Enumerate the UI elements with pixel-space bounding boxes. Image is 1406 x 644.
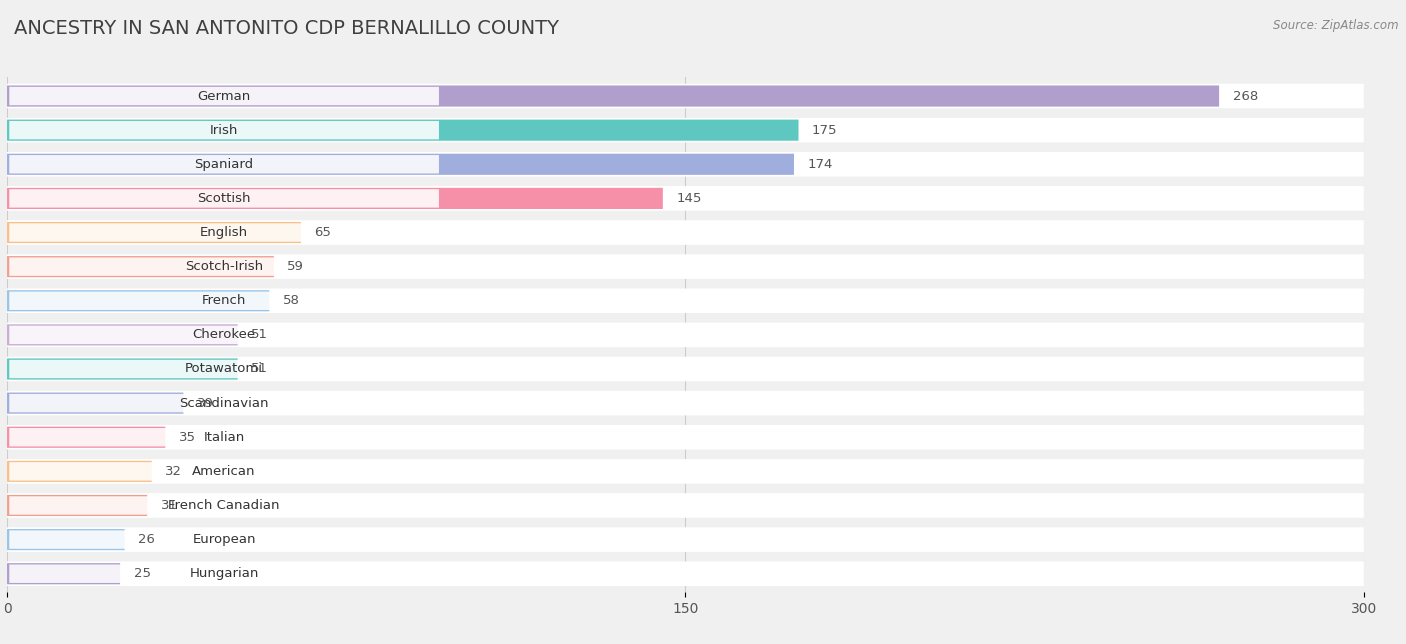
FancyBboxPatch shape [7,154,794,175]
FancyBboxPatch shape [10,394,439,412]
Text: 51: 51 [252,363,269,375]
FancyBboxPatch shape [10,223,439,242]
FancyBboxPatch shape [7,495,148,516]
FancyBboxPatch shape [7,427,166,448]
Text: Scottish: Scottish [197,192,250,205]
Text: French: French [202,294,246,307]
FancyBboxPatch shape [10,428,439,446]
FancyBboxPatch shape [7,152,1364,176]
FancyBboxPatch shape [7,188,662,209]
Text: 32: 32 [166,465,183,478]
FancyBboxPatch shape [7,563,120,584]
FancyBboxPatch shape [10,121,439,139]
Text: German: German [197,90,250,102]
Text: Spaniard: Spaniard [194,158,253,171]
FancyBboxPatch shape [7,323,1364,347]
Text: Cherokee: Cherokee [193,328,256,341]
FancyBboxPatch shape [7,391,1364,415]
FancyBboxPatch shape [7,393,183,413]
Text: 58: 58 [283,294,299,307]
FancyBboxPatch shape [7,359,238,379]
FancyBboxPatch shape [7,220,1364,245]
Text: Potawatomi: Potawatomi [186,363,263,375]
Text: English: English [200,226,249,239]
FancyBboxPatch shape [10,155,439,173]
FancyBboxPatch shape [7,493,1364,518]
Text: Hungarian: Hungarian [190,567,259,580]
FancyBboxPatch shape [10,497,439,515]
FancyBboxPatch shape [7,529,125,550]
Text: European: European [193,533,256,546]
FancyBboxPatch shape [7,459,1364,484]
FancyBboxPatch shape [10,462,439,480]
FancyBboxPatch shape [7,118,1364,142]
FancyBboxPatch shape [7,562,1364,586]
FancyBboxPatch shape [10,326,439,344]
Text: Source: ZipAtlas.com: Source: ZipAtlas.com [1274,19,1399,32]
Text: 145: 145 [676,192,702,205]
FancyBboxPatch shape [7,120,799,141]
FancyBboxPatch shape [7,357,1364,381]
Text: Scandinavian: Scandinavian [180,397,269,410]
FancyBboxPatch shape [10,87,439,105]
FancyBboxPatch shape [7,527,1364,552]
FancyBboxPatch shape [10,565,439,583]
FancyBboxPatch shape [7,460,152,482]
FancyBboxPatch shape [7,325,238,345]
FancyBboxPatch shape [10,292,439,310]
Text: 65: 65 [315,226,332,239]
Text: 175: 175 [813,124,838,137]
Text: 268: 268 [1233,90,1258,102]
FancyBboxPatch shape [7,186,1364,211]
Text: Irish: Irish [209,124,238,137]
FancyBboxPatch shape [7,425,1364,450]
FancyBboxPatch shape [7,222,301,243]
Text: French Canadian: French Canadian [169,499,280,512]
FancyBboxPatch shape [7,84,1364,108]
FancyBboxPatch shape [7,290,270,311]
FancyBboxPatch shape [10,360,439,378]
Text: 39: 39 [197,397,214,410]
Text: American: American [193,465,256,478]
Text: 59: 59 [287,260,304,273]
Text: 31: 31 [160,499,177,512]
FancyBboxPatch shape [7,86,1219,107]
Text: 51: 51 [252,328,269,341]
Text: 26: 26 [138,533,155,546]
Text: 174: 174 [807,158,832,171]
FancyBboxPatch shape [7,254,1364,279]
FancyBboxPatch shape [10,531,439,549]
FancyBboxPatch shape [7,256,274,277]
Text: 35: 35 [179,431,195,444]
Text: Scotch-Irish: Scotch-Irish [186,260,263,273]
Text: 25: 25 [134,567,150,580]
FancyBboxPatch shape [10,189,439,207]
FancyBboxPatch shape [7,289,1364,313]
Text: ANCESTRY IN SAN ANTONITO CDP BERNALILLO COUNTY: ANCESTRY IN SAN ANTONITO CDP BERNALILLO … [14,19,560,39]
FancyBboxPatch shape [10,258,439,276]
Text: Italian: Italian [204,431,245,444]
